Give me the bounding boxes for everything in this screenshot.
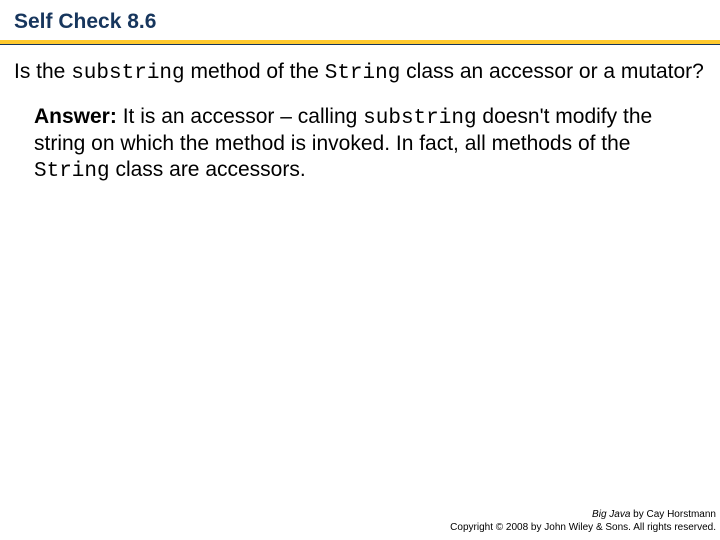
answer-part-1: It is an accessor – calling — [117, 105, 363, 128]
author-byline: by Cay Horstmann — [630, 509, 716, 520]
slide-footer: Big Java by Cay Horstmann Copyright © 20… — [450, 509, 716, 534]
answer-text: Answer: It is an accessor – calling subs… — [0, 86, 720, 184]
code-string: String — [325, 62, 401, 85]
footer-copyright: Copyright © 2008 by John Wiley & Sons. A… — [450, 522, 716, 535]
question-part-3: class an accessor or a mutator? — [400, 60, 703, 83]
answer-part-3: class are accessors. — [110, 158, 306, 181]
question-text: Is the substring method of the String cl… — [0, 55, 720, 86]
code-substring-2: substring — [363, 107, 476, 130]
footer-line-1: Big Java by Cay Horstmann — [450, 509, 716, 522]
slide-title: Self Check 8.6 — [14, 10, 706, 34]
question-part-1: Is the — [14, 60, 71, 83]
code-substring: substring — [71, 62, 184, 85]
question-part-2: method of the — [185, 60, 325, 83]
slide-header: Self Check 8.6 — [0, 0, 720, 38]
answer-label: Answer: — [34, 105, 117, 128]
header-rule-navy — [0, 44, 720, 45]
code-string-2: String — [34, 160, 110, 183]
book-title: Big Java — [592, 509, 630, 520]
